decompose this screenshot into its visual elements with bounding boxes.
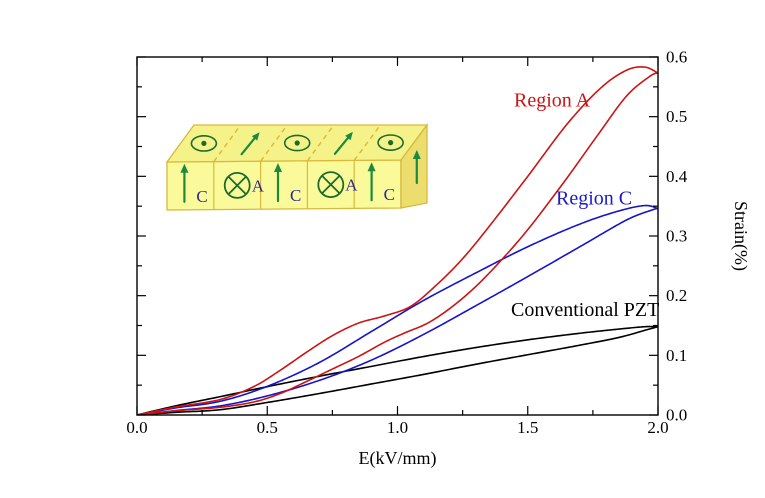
svg-text:C: C	[196, 187, 207, 206]
svg-text:1.5: 1.5	[517, 418, 538, 437]
svg-text:Region A: Region A	[514, 90, 591, 112]
svg-text:C: C	[384, 185, 395, 204]
svg-text:Region C: Region C	[556, 188, 632, 210]
svg-text:0.1: 0.1	[666, 346, 687, 365]
svg-text:Strain(%): Strain(%)	[730, 201, 751, 271]
svg-text:C: C	[290, 186, 301, 205]
svg-text:0.2: 0.2	[666, 286, 687, 305]
svg-text:E(kV/mm): E(kV/mm)	[359, 448, 437, 469]
svg-text:0.0: 0.0	[666, 406, 687, 425]
svg-text:0.4: 0.4	[666, 167, 688, 186]
svg-text:A: A	[345, 176, 358, 195]
svg-text:0.5: 0.5	[257, 418, 278, 437]
svg-text:A: A	[252, 176, 265, 195]
svg-text:1.0: 1.0	[387, 418, 408, 437]
svg-text:0.0: 0.0	[126, 418, 147, 437]
svg-text:Conventional PZT: Conventional PZT	[511, 299, 659, 321]
svg-text:0.3: 0.3	[666, 227, 687, 246]
svg-text:0.6: 0.6	[666, 48, 687, 67]
svg-text:0.5: 0.5	[666, 107, 687, 126]
